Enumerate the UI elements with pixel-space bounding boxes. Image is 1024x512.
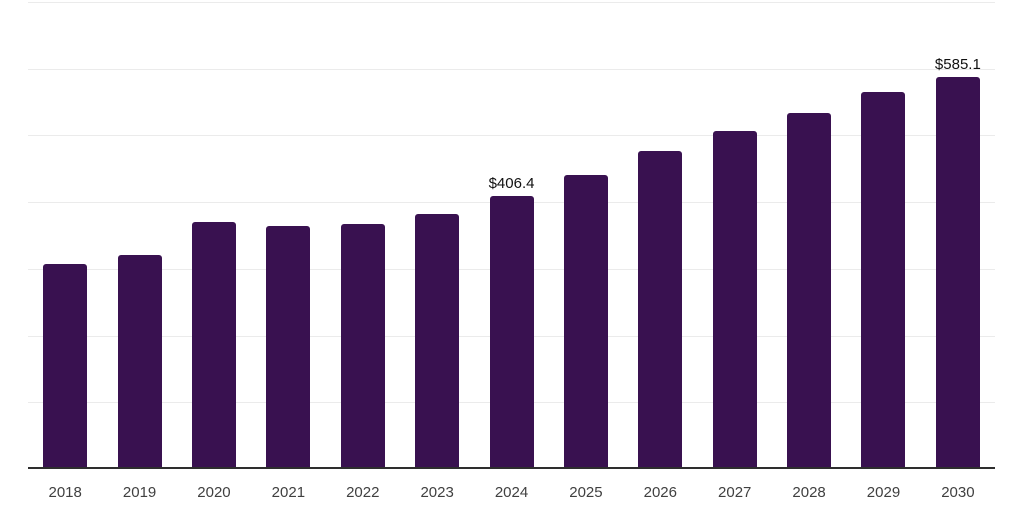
- x-tick-2025: 2025: [569, 484, 603, 501]
- data-label-2030: $585.1: [934, 55, 981, 73]
- x-tick-2026: 2026: [643, 484, 677, 501]
- bar-slot-2021: [251, 2, 325, 467]
- bar-2020: [191, 222, 236, 467]
- gridline-700: [28, 2, 995, 3]
- x-tick-2024: 2024: [494, 484, 529, 501]
- gridline-600: [28, 68, 995, 70]
- x-tick-2023: 2023: [420, 484, 454, 501]
- bar-2019: [117, 254, 162, 467]
- x-tick-2029: 2029: [866, 484, 901, 501]
- bar-slot-2022: [326, 2, 400, 467]
- data-label-2024: $406.4: [488, 174, 535, 192]
- bar-slot-2020: [177, 2, 251, 467]
- bar-2018: [43, 264, 88, 467]
- bar-2027: [712, 130, 757, 467]
- gridline-500: [28, 135, 995, 137]
- bar-slot-2025: [549, 2, 623, 467]
- x-tick-2030: 2030: [941, 484, 975, 501]
- bar-2026: [638, 150, 683, 467]
- bar-slot-2019: [102, 2, 176, 467]
- bar-2029: [861, 92, 906, 467]
- x-tick-2020: 2020: [197, 484, 231, 501]
- bar-slot-2030: $585.1: [921, 2, 995, 467]
- bar-slot-2029: [846, 2, 920, 467]
- x-tick-2018: 2018: [48, 484, 82, 501]
- bar-slot-2023: [400, 2, 474, 467]
- bar-slot-2026: [623, 2, 697, 467]
- bar-2028: [787, 112, 832, 467]
- plot-area: $406.4 $585.1: [28, 2, 995, 469]
- x-tick-2019: 2019: [122, 484, 157, 501]
- bar-2024: [489, 195, 534, 467]
- bar-slot-2024: $406.4: [474, 2, 548, 467]
- bar-slot-2018: [28, 2, 102, 467]
- bar-2022: [340, 224, 385, 467]
- bar-slot-2028: [772, 2, 846, 467]
- bar-2023: [415, 214, 460, 467]
- x-tick-2028: 2028: [792, 484, 826, 501]
- bar-2030: [935, 76, 980, 467]
- bar-2021: [266, 226, 311, 467]
- x-tick-2027: 2027: [718, 484, 752, 501]
- bar-2025: [563, 174, 608, 467]
- x-tick-2021: 2021: [271, 484, 306, 501]
- bar-slot-2027: [698, 2, 772, 467]
- bars-row: $406.4 $585.1: [28, 2, 995, 467]
- x-axis-ticks: 2018 2019 2020 2021 2022 2023 2024 2025 2026 2027…: [28, 484, 995, 502]
- x-tick-2022: 2022: [346, 484, 380, 501]
